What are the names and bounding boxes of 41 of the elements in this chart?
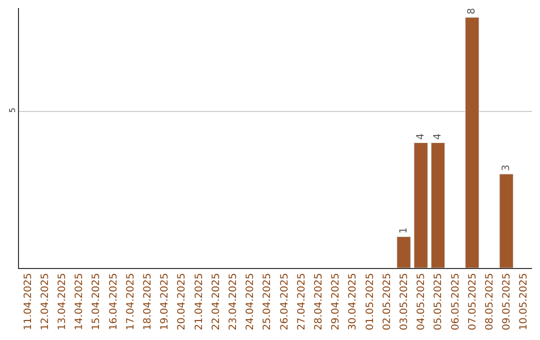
x-tick-label: 12.04.2025 — [40, 273, 51, 330]
x-tick-label: 14.04.2025 — [74, 273, 86, 330]
bar — [396, 236, 411, 268]
x-tick-label: 24.04.2025 — [245, 273, 256, 330]
x-tick-label: 28.04.2025 — [314, 273, 324, 330]
x-tick-label: 08.05.2025 — [484, 273, 496, 330]
x-tick-label: 27.04.2025 — [296, 273, 308, 330]
x-tick-label: 18.04.2025 — [142, 273, 154, 330]
data-label: 1 — [398, 227, 410, 234]
x-tick-label: 13.04.2025 — [57, 273, 68, 330]
x-tick-label: 16.04.2025 — [108, 273, 120, 330]
x-tick-label: 07.05.2025 — [467, 273, 478, 330]
bar — [430, 142, 446, 268]
x-tick-label: 10.05.2025 — [518, 273, 530, 330]
x-tick-label: 20.04.2025 — [176, 273, 188, 330]
x-tick-label: 01.05.2025 — [364, 273, 376, 330]
x-tick-label: 02.05.2025 — [382, 273, 393, 330]
x-tick-label: 04.05.2025 — [416, 273, 428, 330]
bar — [414, 142, 428, 268]
x-tick-label: 11.04.2025 — [22, 273, 34, 330]
y-tick-label: 5 — [8, 108, 17, 113]
x-tick-label: 03.05.2025 — [399, 273, 410, 330]
x-tick-label: 09.05.2025 — [502, 273, 513, 330]
x-tick-label: 21.04.2025 — [194, 273, 205, 330]
x-tick-label: 25.04.2025 — [262, 273, 274, 330]
data-label: 4 — [432, 133, 444, 140]
data-label: 3 — [500, 164, 512, 172]
x-tick-label: 17.04.2025 — [125, 273, 136, 330]
x-tick-label: 22.04.2025 — [210, 273, 222, 330]
x-tick-label: 06.05.2025 — [450, 273, 462, 330]
data-label: 8 — [466, 8, 478, 14]
x-tick-label: 15.04.2025 — [91, 273, 102, 330]
data-label: 4 — [415, 133, 426, 140]
bar — [499, 174, 514, 268]
bar — [465, 17, 480, 268]
x-tick-label: 19.04.2025 — [160, 273, 171, 330]
x-tick-label: 23.04.2025 — [228, 273, 239, 330]
x-tick-label: 30.04.2025 — [348, 273, 359, 330]
x-tick-label: 26.04.2025 — [279, 273, 290, 330]
x-tick-label: 29.04.2025 — [330, 273, 342, 330]
x-tick-label: 05.05.2025 — [433, 273, 444, 330]
